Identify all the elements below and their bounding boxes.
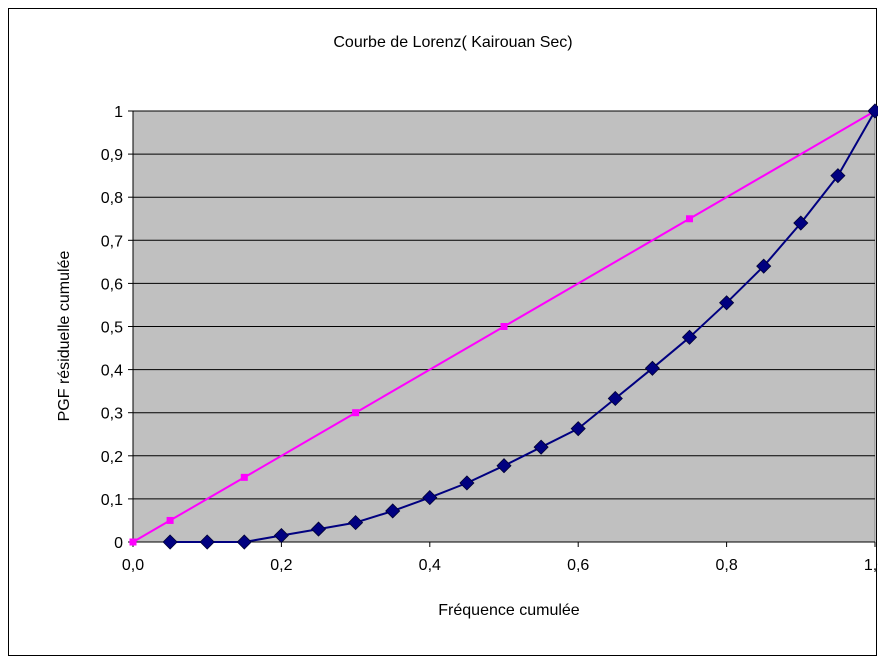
data-point-diamond [459,475,475,491]
y-tick-label: 0,2 [101,449,123,466]
x-tick-label: 0,0 [122,557,144,574]
data-point-diamond [830,168,846,184]
y-tick-label: 0,9 [101,147,123,164]
data-point-square [352,409,360,417]
data-point-square [166,516,174,524]
data-point-diamond [607,390,623,407]
series-2 [162,103,878,550]
x-tick-label: 1,0 [864,557,878,574]
y-tick-label: 0,5 [101,320,123,337]
data-point-diamond [756,258,772,274]
y-tick-label: 1 [114,104,123,121]
y-tick-label: 0,1 [101,492,123,509]
y-tick-label: 0,7 [101,233,123,250]
lorenz-chart: Courbe de Lorenz( Kairouan Sec) 00,10,20… [56,34,878,619]
data-point-diamond [310,521,327,537]
data-point-diamond [719,295,735,311]
data-point-diamond [385,503,401,519]
data-point-diamond [867,103,878,119]
data-point-diamond [570,421,586,437]
data-point-square [500,323,508,330]
y-tick-label: 0,4 [101,363,123,380]
x-axis-label: Fréquence cumulée [438,602,580,619]
y-tick-label: 0,8 [101,190,123,207]
chart-title: Courbe de Lorenz( Kairouan Sec) [333,34,572,51]
series-layer [129,103,878,550]
y-axis-ticks: 0 0,1 0,2 0,3 0,4 0,5 0,6 0,7 0,8 0,9 1 [101,104,134,552]
x-tick-label: 0,6 [567,557,589,574]
data-point-square [129,538,137,546]
data-point-diamond [681,329,698,345]
data-point-diamond [162,534,178,550]
x-tick-label: 0,2 [270,557,292,574]
data-point-diamond [793,215,809,231]
x-tick-label: 0,8 [715,557,737,574]
data-point-diamond [236,534,252,550]
y-tick-label: 0,6 [101,276,123,293]
x-axis-ticks: 0,0 0,2 0,4 0,6 0,8 1,0 [122,541,878,574]
y-tick-label: 0,3 [101,406,123,423]
data-point-diamond [422,490,438,506]
data-point-diamond [348,515,364,531]
data-point-diamond [273,527,289,544]
data-point-diamond [496,458,512,474]
data-point-diamond [199,534,215,550]
data-point-square [686,215,693,223]
data-point-diamond [533,439,549,455]
x-tick-label: 0,4 [419,557,441,574]
chart-frame: Courbe de Lorenz( Kairouan Sec) 0 0,1 0,2 0… [8,8,878,656]
y-axis-label: PGF résiduelle cumulée [56,251,73,422]
y-tick-label: 0 [114,535,123,552]
data-point-diamond [644,360,660,376]
data-point-square [240,473,248,481]
